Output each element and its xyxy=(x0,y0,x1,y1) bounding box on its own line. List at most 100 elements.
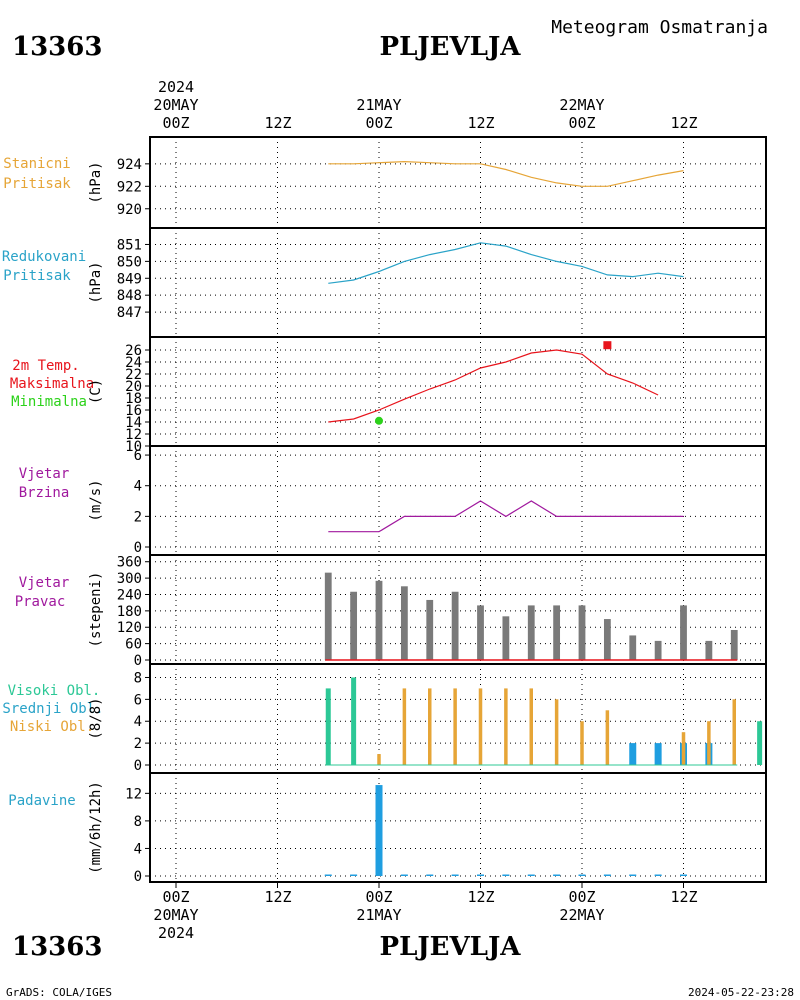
series-line-p3-0 xyxy=(328,349,659,423)
label-pritisak-2: Pritisak xyxy=(3,268,71,284)
dir-bar-0-7 xyxy=(502,616,510,660)
year-bottom: 2024 xyxy=(158,924,194,942)
ylabel-p6: (8/8) xyxy=(88,697,104,739)
date-bottom-0: 20MAY xyxy=(153,906,198,924)
ytick-label-p2-4: 851 xyxy=(117,237,142,253)
panel-frame-p6 xyxy=(149,663,767,774)
ytick-label-p7-3: 12 xyxy=(125,786,142,802)
dir-bar-0-1 xyxy=(350,591,358,660)
cloud-bar-0-0 xyxy=(325,688,331,765)
ytick-label-p3-5: 20 xyxy=(125,379,142,395)
footer-credit: GrADS: COLA/IGES xyxy=(6,986,112,999)
hour-bottom-1: 12Z xyxy=(264,888,291,906)
ytick-label-p5-3: 180 xyxy=(117,604,142,620)
tmin-marker-0 xyxy=(375,416,383,425)
label-vjetar-2: Vjetar xyxy=(19,575,70,591)
ytick-label-p3-0: 10 xyxy=(125,439,142,455)
station-name-bottom: PLJEVLJA xyxy=(380,932,522,962)
panel-frame-p4 xyxy=(149,445,767,556)
ytick-label-p5-6: 360 xyxy=(117,555,142,571)
cloud-bar-1-1 xyxy=(654,743,662,765)
ytick-label-p5-5: 300 xyxy=(117,571,142,587)
label-stanicni: Stanicni xyxy=(3,156,70,172)
ytick-label-p3-7: 24 xyxy=(125,355,142,371)
panel-frame-p1 xyxy=(149,136,767,229)
hour-top-2: 00Z xyxy=(365,114,392,132)
cloud-bar-2-0 xyxy=(377,754,381,765)
hour-top-4: 00Z xyxy=(568,114,595,132)
label-pritisak-1: Pritisak xyxy=(3,176,71,192)
dir-bar-0-15 xyxy=(705,640,713,660)
dir-bar-0-6 xyxy=(477,605,484,660)
label-vjetar-1: Vjetar xyxy=(19,466,70,482)
cloud-bar-2-10 xyxy=(681,732,686,765)
label-minimalna: Minimalna xyxy=(11,394,87,410)
precip-bar-4 xyxy=(426,874,434,876)
panel-frame-p2 xyxy=(149,227,767,338)
precip-bar-12 xyxy=(629,874,637,876)
date-top-0: 20MAY xyxy=(153,96,198,114)
dir-bar-0-14 xyxy=(680,605,687,660)
panels-group: 920922924(hPa)847848849850851(hPa)101214… xyxy=(88,136,767,888)
ytick-label-p4-2: 4 xyxy=(134,479,142,495)
ytick-label-p4-1: 2 xyxy=(134,509,142,525)
hour-bottom-5: 12Z xyxy=(670,888,697,906)
cloud-bar-2-7 xyxy=(554,699,559,765)
cloud-bar-2-11 xyxy=(707,721,711,765)
precip-bar-6 xyxy=(477,874,484,876)
precip-bar-11 xyxy=(603,874,611,876)
cloud-bar-2-2 xyxy=(428,688,432,765)
station-id-bottom: 13363 xyxy=(12,932,102,962)
ylabel-p3: (C) xyxy=(88,379,104,404)
label-srednji: Srednji Obl. xyxy=(2,701,103,717)
cloud-bar-2-6 xyxy=(529,688,533,765)
ylabel-p5: (stepeni) xyxy=(88,572,104,648)
ytick-label-p6-3: 6 xyxy=(134,692,142,708)
label-maksimalna: Maksimalna xyxy=(10,376,94,392)
ytick-label-p5-4: 240 xyxy=(117,587,142,603)
precip-bar-2 xyxy=(375,785,383,876)
precip-bar-10 xyxy=(578,874,586,876)
cloud-bar-2-4 xyxy=(478,688,483,765)
cloud-bar-2-9 xyxy=(605,710,610,765)
dir-bar-0-2 xyxy=(375,580,383,660)
dir-bar-0-13 xyxy=(654,640,662,660)
ytick-label-p6-0: 0 xyxy=(134,758,142,774)
ylabel-p2: (hPa) xyxy=(88,261,104,303)
hour-top-0: 00Z xyxy=(162,114,189,132)
ytick-label-p5-1: 60 xyxy=(125,637,142,653)
precip-bar-0 xyxy=(324,874,332,876)
cloud-bar-2-12 xyxy=(732,699,736,765)
ytick-label-p1-2: 924 xyxy=(117,157,142,173)
series-line-p2-0 xyxy=(328,242,684,284)
ytick-label-p1-1: 922 xyxy=(117,179,142,195)
tmax-marker-0 xyxy=(603,341,612,350)
year-top: 2024 xyxy=(158,78,194,96)
ytick-label-p3-8: 26 xyxy=(125,343,142,359)
dir-bar-0-16 xyxy=(730,629,738,660)
ytick-label-p2-3: 850 xyxy=(117,254,142,270)
precip-bar-8 xyxy=(527,874,535,876)
ytick-label-p4-3: 6 xyxy=(134,448,142,464)
ytick-label-p1-0: 920 xyxy=(117,202,142,218)
dir-bar-0-5 xyxy=(451,591,459,660)
dir-bar-0-11 xyxy=(603,619,611,660)
date-bottom-2: 22MAY xyxy=(559,906,604,924)
meteogram-subtitle: Meteogram Osmatranja xyxy=(551,17,768,38)
precip-bar-5 xyxy=(451,874,459,876)
hour-top-3: 12Z xyxy=(467,114,494,132)
precip-bar-7 xyxy=(502,874,510,876)
ylabel-p7: (mm/6h/12h) xyxy=(88,781,104,874)
dir-bar-0-0 xyxy=(324,572,332,660)
hour-bottom-2: 00Z xyxy=(365,888,392,906)
cloud-bar-2-1 xyxy=(402,688,407,765)
label-padavine: Padavine xyxy=(8,793,75,809)
label-pravac: Pravac xyxy=(15,594,66,610)
ytick-label-p6-2: 4 xyxy=(134,714,142,730)
hour-top-1: 12Z xyxy=(264,114,291,132)
hour-top-5: 12Z xyxy=(670,114,697,132)
footer-timestamp: 2024-05-22-23:28 xyxy=(688,986,794,999)
series-line-p1-0 xyxy=(328,160,684,187)
station-id-top: 13363 xyxy=(12,32,102,62)
